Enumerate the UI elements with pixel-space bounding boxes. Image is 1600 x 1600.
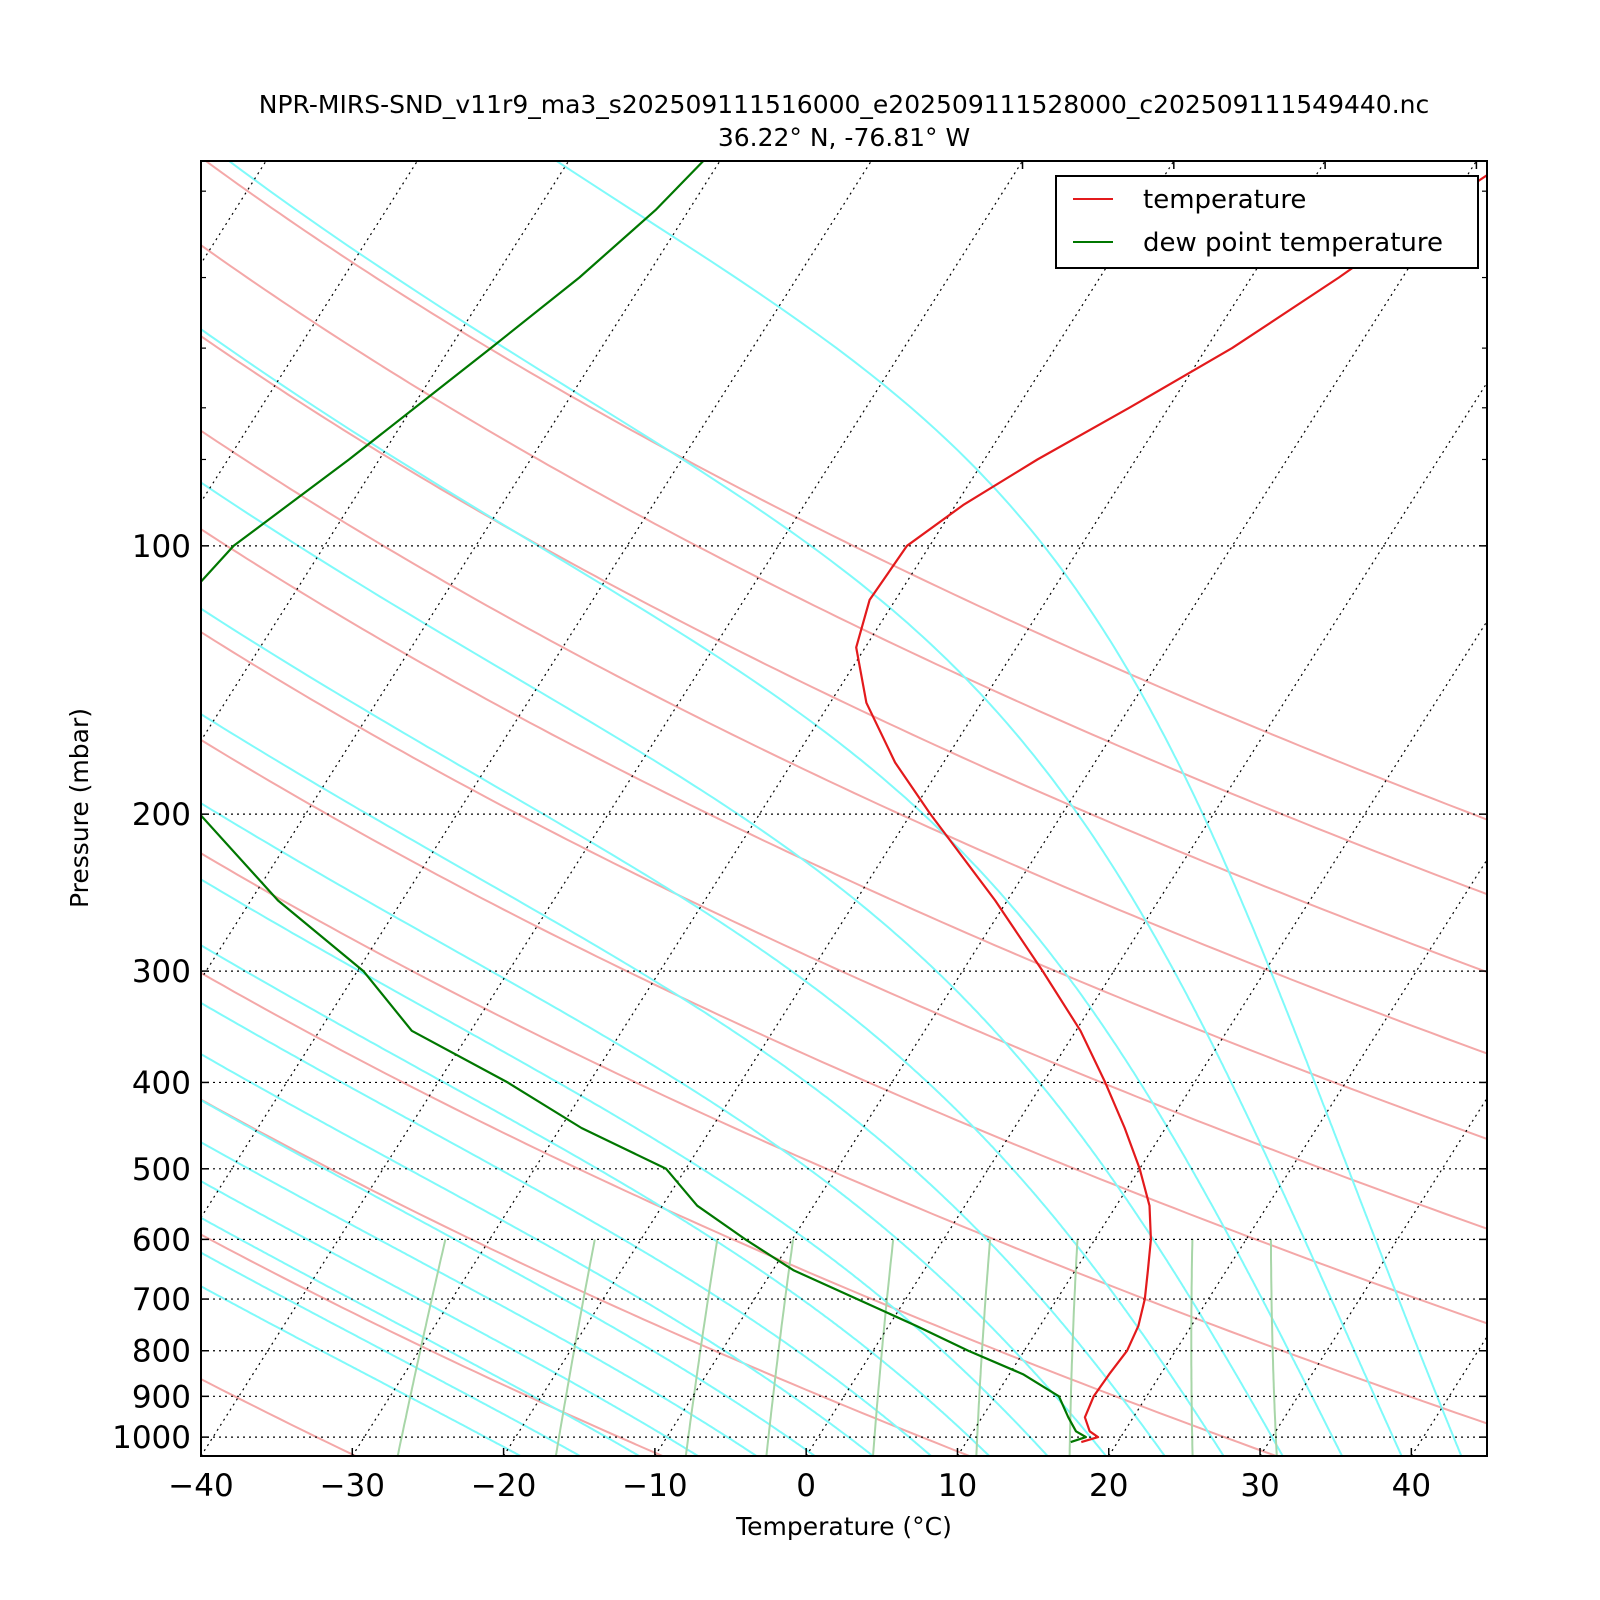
dry-adiabat xyxy=(201,738,1487,1325)
moist-adiabat xyxy=(201,1141,759,1456)
moist-adiabat xyxy=(201,878,1050,1456)
x-tick-label: 40 xyxy=(1392,1468,1431,1504)
x-tick-label: −20 xyxy=(471,1468,536,1504)
moist-adiabat xyxy=(201,1001,933,1456)
moist-adiabat xyxy=(201,1099,817,1456)
dry-adiabat xyxy=(201,630,1487,1230)
y-tick-label: 1000 xyxy=(112,1420,191,1456)
moist-adiabat xyxy=(227,161,1403,1456)
moist-adiabat xyxy=(201,1216,642,1456)
dry-adiabat xyxy=(201,528,1487,1140)
mixing-ratio-line xyxy=(1068,1239,1079,1456)
moist-adiabat xyxy=(201,944,991,1456)
x-tick-label: 20 xyxy=(1089,1468,1128,1504)
mixing-ratio-line xyxy=(1190,1239,1194,1456)
dry-adiabat xyxy=(201,334,1487,974)
moist-adiabat xyxy=(201,1053,875,1456)
dry-adiabat xyxy=(201,244,1487,896)
x-tick-label: 10 xyxy=(938,1468,977,1504)
legend: temperature dew point temperature xyxy=(1055,175,1479,269)
dewpoint-line xyxy=(201,161,1087,1444)
y-tick-label: 900 xyxy=(132,1379,191,1415)
dry-adiabat xyxy=(201,971,1280,1456)
moist-adiabat xyxy=(201,1251,583,1456)
isotherm xyxy=(201,161,1024,1456)
chart-title: NPR-MIRS-SND_v11r9_ma3_s202509111516000_… xyxy=(259,90,1430,119)
isotherm xyxy=(1108,858,1487,1456)
mixing-ratio-line xyxy=(684,1239,719,1456)
moist-adiabat xyxy=(201,328,1344,1456)
x-tick-label: 30 xyxy=(1240,1468,1279,1504)
y-tick-label: 500 xyxy=(132,1152,191,1188)
y-tick-label: 200 xyxy=(132,797,191,833)
isotherm xyxy=(1259,1097,1487,1456)
isotherm xyxy=(956,620,1487,1456)
temperature-line xyxy=(855,173,1487,1444)
mixing-ratio-line xyxy=(1269,1239,1278,1456)
moist-adiabat xyxy=(201,607,1225,1456)
background-lines xyxy=(201,161,1487,1456)
isotherm xyxy=(201,161,570,742)
mixing-ratio-line xyxy=(871,1239,895,1456)
y-tick-label: 600 xyxy=(132,1222,191,1258)
legend-temperature-label: temperature xyxy=(1143,185,1306,215)
dry-adiabat xyxy=(201,429,1487,1055)
y-tick-label: 400 xyxy=(132,1065,191,1101)
dry-adiabat xyxy=(201,1098,973,1456)
x-tick-label: 0 xyxy=(796,1468,816,1504)
x-tick-label: −40 xyxy=(168,1468,233,1504)
x-tick-label: −30 xyxy=(320,1468,385,1504)
y-tick-label: 800 xyxy=(132,1334,191,1370)
y-axis-label: Pressure (mbar) xyxy=(65,708,94,908)
moist-adiabat xyxy=(201,481,1284,1456)
isotherm xyxy=(201,161,418,504)
x-axis-label: Temperature (°C) xyxy=(735,1512,952,1541)
dry-adiabat xyxy=(204,161,1487,821)
isotherm xyxy=(201,161,872,1219)
moist-adiabat xyxy=(201,1285,523,1456)
isotherm xyxy=(351,161,1175,1456)
moist-adiabat xyxy=(554,161,1463,1456)
isotherm xyxy=(201,161,721,981)
series-lines xyxy=(201,161,1487,1444)
isotherm xyxy=(654,161,1477,1456)
legend-box xyxy=(1055,175,1479,269)
y-tick-label: 300 xyxy=(132,954,191,990)
legend-dewpoint-label: dew point temperature xyxy=(1143,228,1443,258)
x-tick-label: −10 xyxy=(622,1468,687,1504)
mixing-ratio-line xyxy=(975,1239,992,1456)
y-tick-label: 100 xyxy=(132,529,191,565)
moist-adiabat xyxy=(201,1180,700,1456)
moist-adiabat xyxy=(201,713,1166,1456)
pressure-grid xyxy=(0,161,1600,1456)
isotherm xyxy=(1410,1335,1487,1456)
dry-adiabat xyxy=(201,852,1487,1425)
isotherm xyxy=(1563,161,1600,1456)
mixing-ratio-line xyxy=(765,1239,795,1456)
mixing-ratio-line xyxy=(396,1239,447,1456)
y-tick-label: 700 xyxy=(132,1282,191,1318)
isotherm xyxy=(503,161,1326,1456)
mixing-ratio-line xyxy=(554,1239,596,1456)
chart-subtitle: 36.22° N, -76.81° W xyxy=(718,123,970,152)
plot-frame xyxy=(200,160,1488,1457)
isotherm xyxy=(0,161,115,1456)
